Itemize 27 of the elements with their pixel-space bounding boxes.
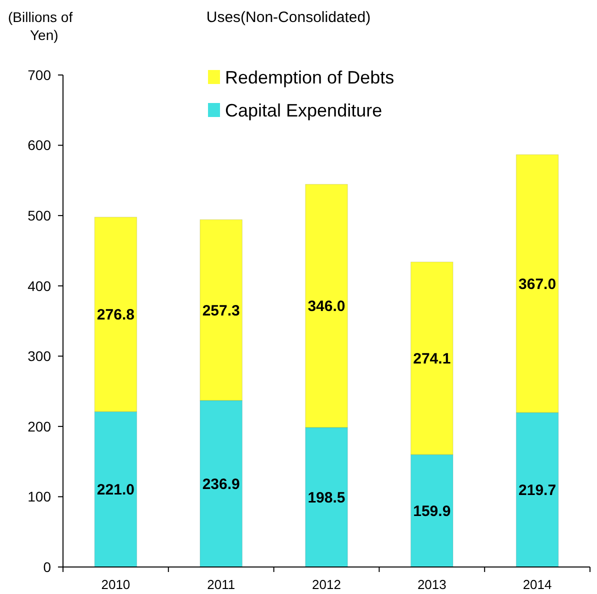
data-label: 346.0: [308, 298, 346, 316]
data-label: 198.5: [308, 489, 346, 506]
y-tick-label: 700: [28, 66, 52, 83]
data-label: 219.7: [518, 482, 556, 500]
data-label: 367.0: [518, 276, 556, 293]
legend-label: Redemption of Debts: [225, 67, 394, 88]
x-tick-label: 2014: [522, 577, 552, 592]
y-tick-label: 600: [28, 137, 52, 154]
legend-label: Capital Expenditure: [225, 100, 382, 120]
data-label: 276.8: [96, 306, 134, 324]
data-label: 221.0: [96, 482, 134, 499]
y-axis-title: (Billions of Yen): [8, 9, 73, 43]
data-label: 159.9: [413, 503, 451, 520]
data-label: 257.3: [202, 302, 240, 320]
y-tick-label: 100: [28, 488, 52, 505]
x-tick-label: 2010: [101, 577, 130, 592]
data-label: 236.9: [202, 476, 240, 493]
chart-title: Uses(Non-Consolidated): [206, 9, 371, 26]
x-tick-label: 2011: [207, 577, 236, 592]
data-label: 274.1: [413, 350, 451, 368]
y-tick-label: 0: [43, 558, 52, 575]
x-tick-label: 2013: [417, 577, 446, 592]
x-tick-label: 2012: [312, 577, 341, 592]
y-tick-label: 500: [28, 207, 52, 224]
y-tick-label: 200: [28, 418, 52, 434]
y-tick-label: 400: [28, 278, 52, 294]
y-tick-label: 300: [28, 348, 52, 364]
